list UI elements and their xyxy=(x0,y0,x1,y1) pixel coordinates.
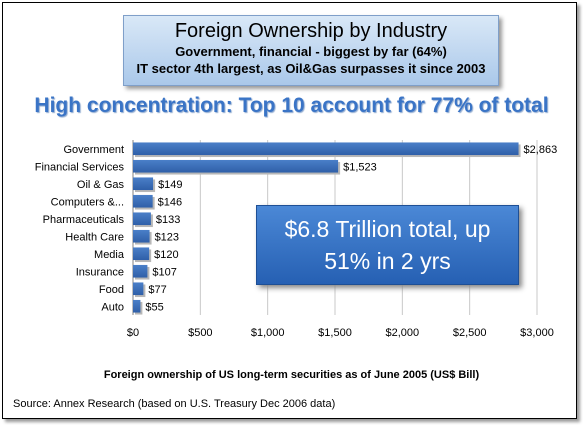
bar xyxy=(133,264,148,278)
data-label: $133 xyxy=(156,214,180,226)
data-label: $107 xyxy=(152,266,176,278)
data-label: $1,523 xyxy=(343,161,377,173)
chart-title: Foreign Ownership by Industry xyxy=(174,20,448,42)
category-label: Government xyxy=(63,144,124,156)
source-note: Source: Annex Research (based on U.S. Tr… xyxy=(13,398,336,410)
title-box: Foreign Ownership by Industry Government… xyxy=(123,15,499,86)
category-label: Oil & Gas xyxy=(77,179,125,191)
data-label: $146 xyxy=(158,196,182,208)
x-tick-label: $0 xyxy=(127,327,139,339)
category-label: Computers &... xyxy=(51,196,124,208)
data-label: $77 xyxy=(148,284,166,296)
x-tick-label: $1,500 xyxy=(318,327,352,339)
bar xyxy=(133,194,153,208)
data-label: $120 xyxy=(154,249,178,261)
bar xyxy=(133,142,519,156)
category-label: Food xyxy=(99,284,124,296)
category-label: Pharmaceuticals xyxy=(43,214,125,226)
data-label: $2,863 xyxy=(524,144,558,156)
bar xyxy=(133,282,144,296)
bar xyxy=(133,159,339,173)
x-tick-label: $2,000 xyxy=(386,327,420,339)
data-label: $149 xyxy=(158,179,182,191)
headline: High concentration: Top 10 account for 7… xyxy=(34,94,549,117)
data-label: $123 xyxy=(155,231,179,243)
bar xyxy=(133,247,150,261)
bar xyxy=(133,177,154,191)
bar xyxy=(133,299,141,313)
data-label: $55 xyxy=(145,301,163,313)
chart-subtitle-2: IT sector 4th largest, as Oil&Gas surpas… xyxy=(136,61,486,76)
category-label: Auto xyxy=(101,301,124,313)
callout-line-2: 51% in 2 yrs xyxy=(324,248,451,274)
chart-subtitle-1: Government, financial - biggest by far (… xyxy=(175,44,447,59)
category-label: Health Care xyxy=(65,231,124,243)
x-tick-label: $1,000 xyxy=(251,327,285,339)
category-label: Insurance xyxy=(76,266,124,278)
category-label: Financial Services xyxy=(35,161,125,173)
x-axis-title: Foreign ownership of US long-term securi… xyxy=(103,369,480,381)
bar xyxy=(133,212,151,226)
callout-box: $6.8 Trillion total, up 51% in 2 yrs xyxy=(256,205,519,285)
bar xyxy=(133,229,150,243)
x-tick-label: $2,500 xyxy=(453,327,487,339)
x-tick-label: $500 xyxy=(188,327,212,339)
x-tick-label: $3,000 xyxy=(520,327,554,339)
category-label: Media xyxy=(94,249,125,261)
callout-line-1: $6.8 Trillion total, up xyxy=(284,216,491,242)
